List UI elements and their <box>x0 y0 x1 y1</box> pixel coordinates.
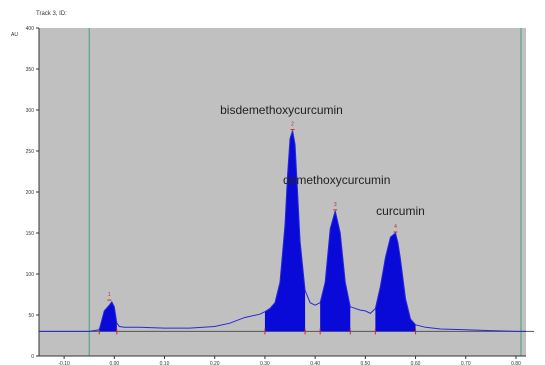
x-tick-label-1: 0.00 <box>109 361 119 365</box>
y-tick-label-350: 350 <box>26 67 35 73</box>
peak-fill-layer <box>98 132 417 335</box>
y-tick-label-0: 0 <box>31 354 34 360</box>
compound-label-1: bisdemethoxycurcumin <box>220 103 343 117</box>
x-tick-label-6: 0.50 <box>360 361 370 365</box>
x-tick-label-4: 0.30 <box>260 361 270 365</box>
peak-number-4: 4 <box>394 224 397 230</box>
compound-label-3: curcumin <box>376 204 425 218</box>
peak-fill-2 <box>264 132 306 332</box>
annotation-layer: 1 2 3 4 bisdemethoxycurcumin demethoxycurcumi… <box>107 103 425 301</box>
y-tick-label-150: 150 <box>26 231 35 237</box>
x-tick-label-3: 0.20 <box>210 361 220 365</box>
trace-layer <box>39 130 526 332</box>
x-tick-label-8: 0.70 <box>461 361 471 365</box>
y-tick-label-50: 50 <box>28 313 34 319</box>
x-tick-label-2: 0.10 <box>160 361 170 365</box>
chromatogram-trace <box>39 130 526 332</box>
y-tick-label-100: 100 <box>26 272 35 278</box>
peak-number-1: 1 <box>108 292 111 298</box>
x-tick-label-7: 0.60 <box>411 361 421 365</box>
y-tick-label-300: 300 <box>26 108 35 114</box>
x-tick-label-9: 0.80 <box>511 361 521 365</box>
y-tick-label-200: 200 <box>26 190 35 196</box>
peak-number-2: 2 <box>291 122 294 128</box>
chart-title: Track 3, ID: <box>36 11 67 17</box>
y-tick-label-250: 250 <box>26 149 35 155</box>
x-tick-label-0: -0.10 <box>58 361 70 365</box>
compound-label-2: demethoxycurcumin <box>283 173 390 187</box>
peak-fill-3 <box>320 210 351 332</box>
y-axis-unit-label: AU <box>11 32 18 38</box>
peak-fill-1 <box>99 302 117 332</box>
axis-layer: 0 50 100 150 200 250 300 350 400 -0.10 0.00 0.10 0.2… <box>26 26 526 365</box>
peak-number-3: 3 <box>334 202 337 208</box>
y-tick-label-400: 400 <box>26 26 35 32</box>
x-tick-label-5: 0.40 <box>310 361 320 365</box>
